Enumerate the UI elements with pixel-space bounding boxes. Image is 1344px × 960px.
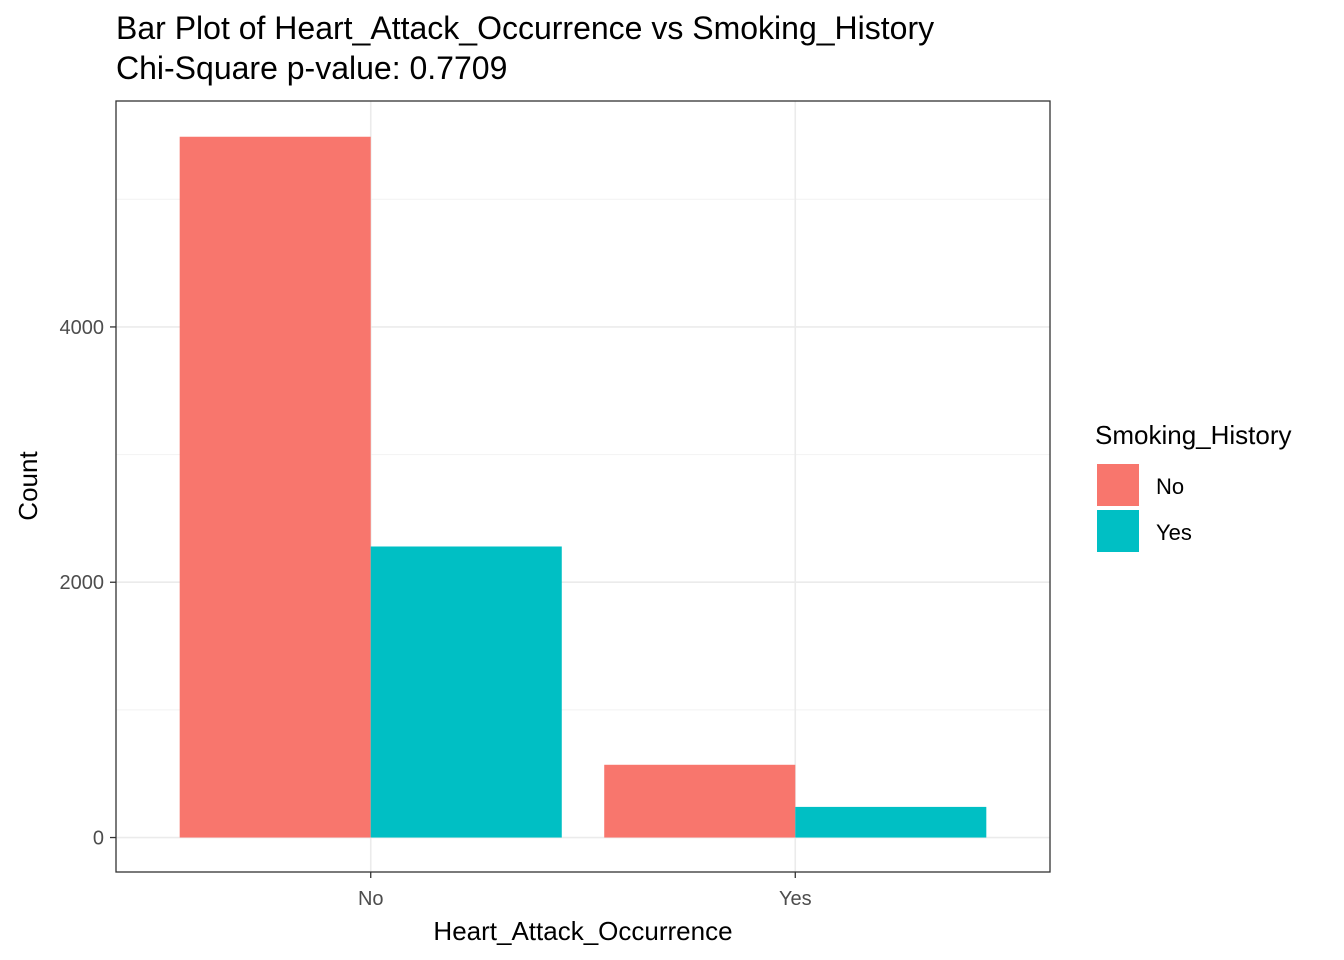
legend-title: Smoking_History	[1095, 420, 1292, 450]
legend-label: Yes	[1156, 520, 1192, 545]
plot-panel-border	[115, 100, 1051, 873]
legend-key	[1097, 464, 1139, 506]
x-axis-title: Heart_Attack_Occurrence	[433, 916, 732, 946]
bar	[370, 546, 562, 838]
title-block: Bar Plot of Heart_Attack_Occurrence vs S…	[116, 8, 934, 88]
y-tick-label: 0	[93, 828, 104, 850]
bars	[179, 136, 987, 838]
x-tick-label: No	[358, 888, 384, 910]
x-axis-ticks: No Yes	[358, 872, 812, 910]
y-axis-title: Count	[13, 451, 43, 521]
legend: Smoking_History No Yes	[1095, 420, 1292, 552]
legend-key	[1097, 510, 1139, 552]
bar	[179, 136, 371, 838]
y-axis-ticks: 0 2000 4000	[60, 317, 116, 850]
x-tick-label: Yes	[779, 888, 812, 910]
legend-label: No	[1156, 474, 1184, 499]
y-tick-label: 2000	[60, 572, 105, 594]
y-tick-label: 4000	[60, 317, 105, 339]
bar	[604, 764, 796, 838]
chart-subtitle: Chi-Square p-value: 0.7709	[116, 50, 508, 86]
chart-title: Bar Plot of Heart_Attack_Occurrence vs S…	[116, 10, 935, 46]
bar	[795, 806, 987, 838]
